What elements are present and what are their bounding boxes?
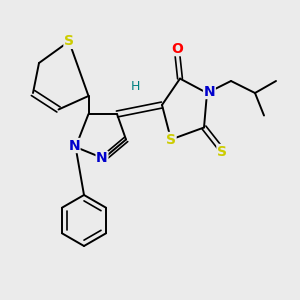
Text: S: S <box>166 133 176 146</box>
Text: S: S <box>217 145 227 158</box>
Text: H: H <box>130 80 140 94</box>
Text: N: N <box>68 139 80 152</box>
Text: N: N <box>96 152 108 165</box>
Text: S: S <box>64 34 74 48</box>
Text: N: N <box>204 85 215 98</box>
Text: O: O <box>171 42 183 56</box>
